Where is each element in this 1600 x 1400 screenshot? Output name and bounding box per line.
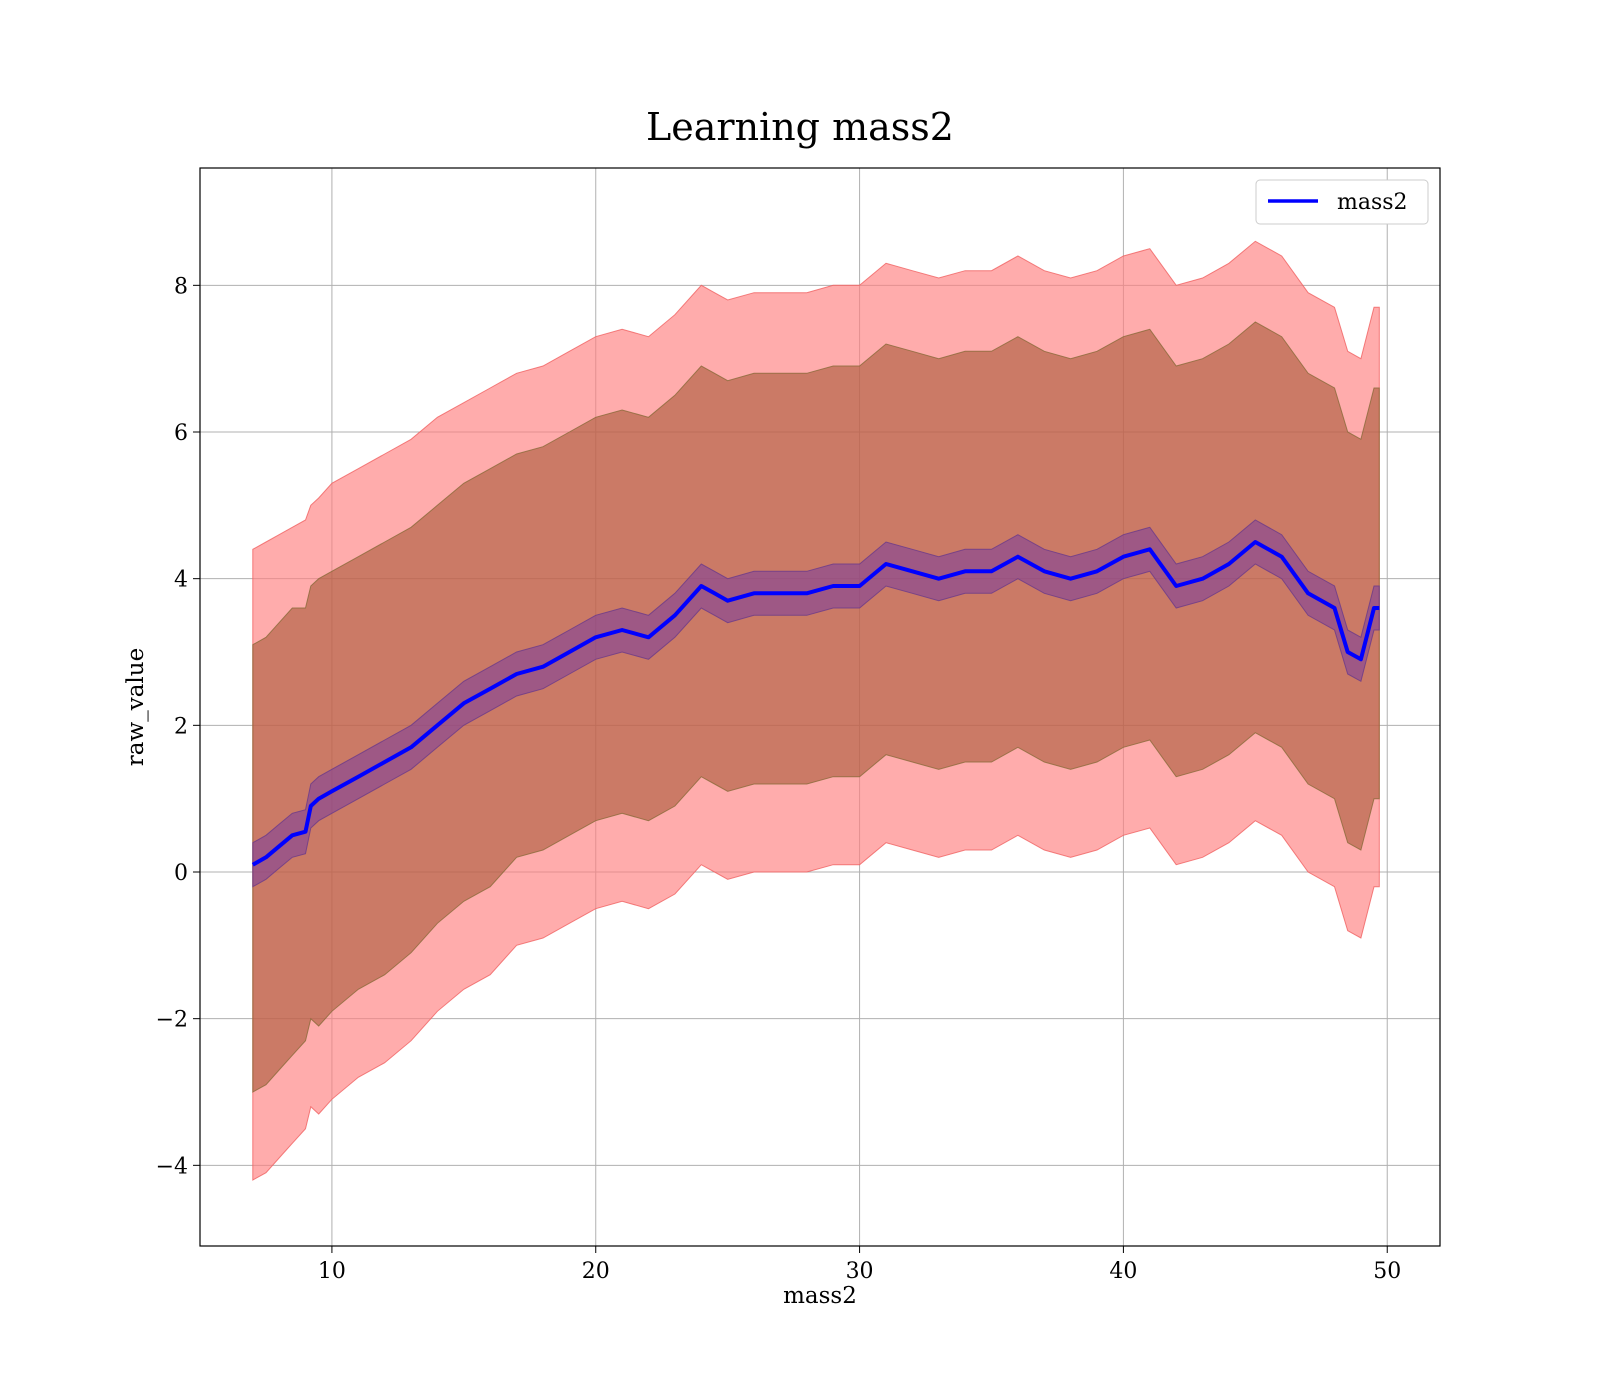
x-tick-label: 50: [1373, 1259, 1401, 1284]
y-tick-label: 8: [174, 274, 188, 299]
series-line-mass2: [251, 540, 1380, 867]
band-mean: [252, 519, 1380, 888]
x-tick-label: 40: [1109, 1259, 1137, 1284]
y-tick-label: 6: [174, 421, 188, 446]
legend-box: [1255, 179, 1429, 225]
y-axis-label: raw_value: [123, 648, 149, 766]
y-tick-label: −4: [156, 1154, 188, 1179]
plot-frame: [199, 167, 1441, 1247]
y-tick-label: 0: [174, 861, 188, 886]
x-tick-label: 30: [846, 1259, 874, 1284]
x-axis-label: mass2: [783, 1283, 857, 1309]
y-tick-label: −2: [156, 1008, 188, 1033]
y-tick-label: 4: [174, 568, 188, 593]
y-axis: −4 −2 0 2 4 6 8: [156, 274, 200, 1179]
x-tick-label: 10: [318, 1259, 346, 1284]
x-tick-label: 20: [582, 1259, 610, 1284]
x-axis: 10 20 30 40 50: [318, 1246, 1401, 1284]
band-inner: [252, 321, 1380, 1093]
confidence-bands: [252, 240, 1380, 1181]
legend-label-mass2: mass2: [1337, 190, 1408, 215]
plot-area: [199, 167, 1441, 1247]
series-layer: [251, 540, 1380, 867]
y-tick-label: 2: [174, 714, 188, 739]
chart-title: Learning mass2: [646, 105, 954, 149]
legend: mass2: [1255, 179, 1429, 225]
